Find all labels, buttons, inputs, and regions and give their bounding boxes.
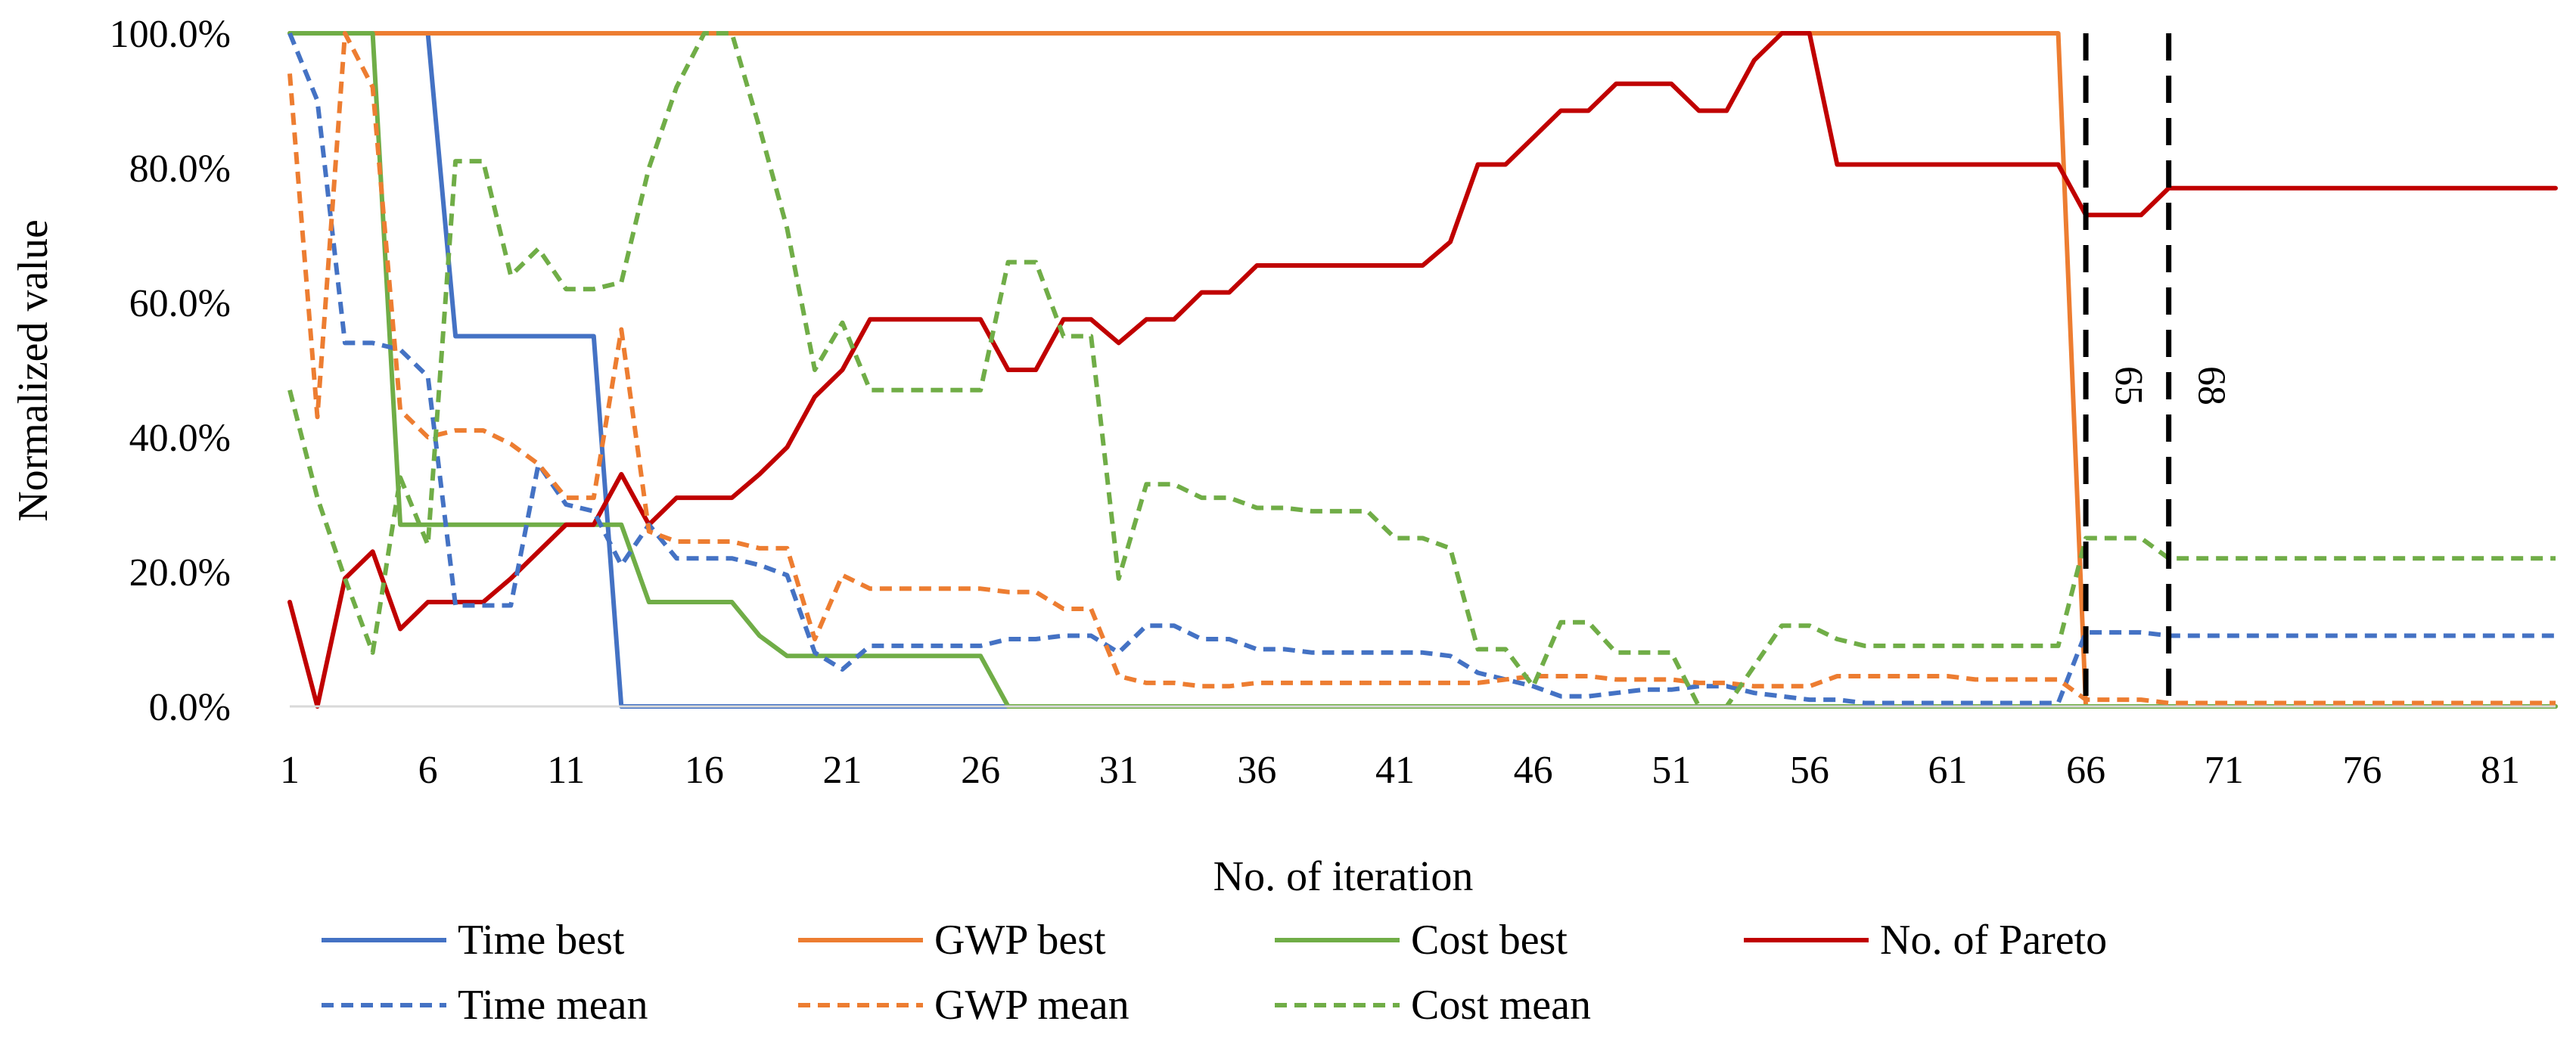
plot-lines xyxy=(287,31,2558,709)
x-tick-label: 81 xyxy=(2481,749,2520,792)
legend-label-time-mean: Time mean xyxy=(458,982,648,1029)
legend-label-no-of-pareto: No. of Pareto xyxy=(1880,917,2107,964)
series-line-no-of-pareto xyxy=(287,31,2558,709)
x-axis-title: No. of iteration xyxy=(1213,853,1474,900)
x-tick-label: 11 xyxy=(547,749,585,792)
x-tick-label: 26 xyxy=(961,749,1000,792)
legend: Time best GWP best Cost best No. of Pareto T… xyxy=(322,917,2107,1029)
y-tick-label: 40.0% xyxy=(129,417,231,460)
x-tick-label: 66 xyxy=(2066,749,2105,792)
x-tick-label: 76 xyxy=(2342,749,2382,792)
legend-label-time-best: Time best xyxy=(458,917,625,964)
x-tick-label: 41 xyxy=(1375,749,1415,792)
y-tick-label: 60.0% xyxy=(129,282,231,325)
series-line-time-mean xyxy=(287,32,2556,706)
legend-label-gwp-best: GWP best xyxy=(934,917,1106,964)
legend-label-gwp-mean: GWP mean xyxy=(934,982,1130,1029)
x-tick-label: 56 xyxy=(1790,749,1829,792)
x-tick-label: 61 xyxy=(1928,749,1967,792)
series-line-cost-best xyxy=(287,31,2558,709)
x-tick-label: 1 xyxy=(280,749,300,792)
legend-label-cost-mean: Cost mean xyxy=(1411,982,1591,1029)
x-tick-label: 21 xyxy=(822,749,862,792)
x-tick-label: 6 xyxy=(418,749,438,792)
x-tick-label: 16 xyxy=(685,749,724,792)
marker-label-65: 65 xyxy=(2107,366,2150,405)
vertical-markers: 65 68 xyxy=(2083,33,2233,706)
x-tick-label: 51 xyxy=(1652,749,1691,792)
y-tick-label: 20.0% xyxy=(129,551,231,594)
y-axis-title: Normalized value xyxy=(10,219,57,522)
x-tick-label: 36 xyxy=(1237,749,1276,792)
marker-label-68: 68 xyxy=(2190,366,2233,405)
x-tick-label: 46 xyxy=(1514,749,1553,792)
y-tick-label: 100.0% xyxy=(110,13,231,56)
legend-label-cost-best: Cost best xyxy=(1411,917,1568,964)
series-line-gwp-mean xyxy=(287,31,2556,706)
series-line-cost-mean xyxy=(287,31,2556,709)
y-tick-label: 80.0% xyxy=(129,147,231,191)
y-tick-labels: 0.0% 20.0% 40.0% 60.0% 80.0% 100.0% xyxy=(110,13,231,729)
x-tick-labels: 1 6 11 16 21 26 31 36 41 46 51 56 61 66 71 76 81 xyxy=(280,749,2520,792)
x-tick-label: 31 xyxy=(1099,749,1139,792)
x-tick-label: 71 xyxy=(2205,749,2244,792)
y-tick-label: 0.0% xyxy=(149,686,231,729)
